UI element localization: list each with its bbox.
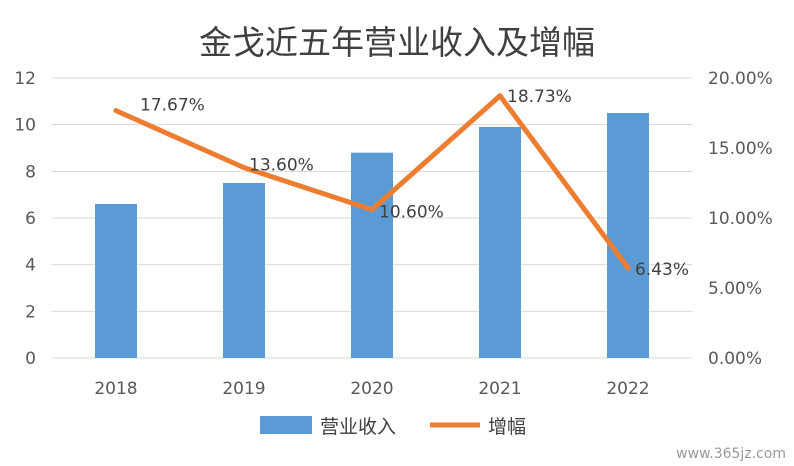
growth-data-label: 17.67% xyxy=(140,96,205,116)
growth-data-label: 10.60% xyxy=(379,203,444,223)
revenue-bars xyxy=(95,113,649,358)
x-axis-ticks: 2018 2019 2020 2021 2022 xyxy=(94,379,649,399)
growth-point-2018 xyxy=(113,108,119,114)
growth-data-label: 6.43% xyxy=(635,260,689,280)
y-left-tick-label: 8 xyxy=(25,162,36,182)
right-axis-ticks: 0.00% 5.00% 10.00% 15.00% 20.00% xyxy=(708,69,773,369)
legend-bar-swatch xyxy=(260,416,312,434)
x-tick-label: 2020 xyxy=(350,379,393,399)
y-left-tick-label: 2 xyxy=(25,302,36,322)
y-left-tick-label: 12 xyxy=(14,69,36,89)
bar-2019 xyxy=(223,183,265,358)
legend: 营业收入 增幅 xyxy=(260,416,526,438)
x-tick-label: 2019 xyxy=(222,379,265,399)
left-axis-ticks: 0 2 4 6 8 10 12 xyxy=(14,69,36,369)
bar-2022 xyxy=(607,113,649,358)
y-right-tick-label: 20.00% xyxy=(708,69,773,89)
growth-data-labels: 17.67% 13.60% 10.60% 18.73% 6.43% xyxy=(140,87,689,280)
legend-line-label: 增幅 xyxy=(488,416,526,438)
watermark: www.365jz.com xyxy=(676,446,786,462)
y-right-tick-label: 0.00% xyxy=(708,349,762,369)
legend-bar-label: 营业收入 xyxy=(320,416,396,438)
y-right-tick-label: 15.00% xyxy=(708,139,773,159)
x-tick-label: 2018 xyxy=(94,379,137,399)
growth-point-2020 xyxy=(369,207,375,213)
y-right-tick-label: 5.00% xyxy=(708,279,762,299)
growth-point-2019 xyxy=(241,165,247,171)
growth-data-label: 13.60% xyxy=(249,156,314,176)
growth-point-2021 xyxy=(497,93,503,99)
y-left-tick-label: 0 xyxy=(25,349,36,369)
y-left-tick-label: 4 xyxy=(25,256,36,276)
bar-2020 xyxy=(351,152,393,358)
growth-data-label: 18.73% xyxy=(507,87,572,107)
y-left-tick-label: 6 xyxy=(25,209,36,229)
chart-title: 金戈近五年营业收入及增幅 xyxy=(199,23,595,62)
x-tick-label: 2022 xyxy=(606,379,649,399)
bar-2018 xyxy=(95,204,137,358)
y-right-tick-label: 10.00% xyxy=(708,209,773,229)
y-left-tick-label: 10 xyxy=(14,116,36,136)
x-tick-label: 2021 xyxy=(478,379,521,399)
growth-point-2022 xyxy=(625,265,631,271)
bar-2021 xyxy=(479,127,521,358)
growth-line-group xyxy=(113,93,631,271)
